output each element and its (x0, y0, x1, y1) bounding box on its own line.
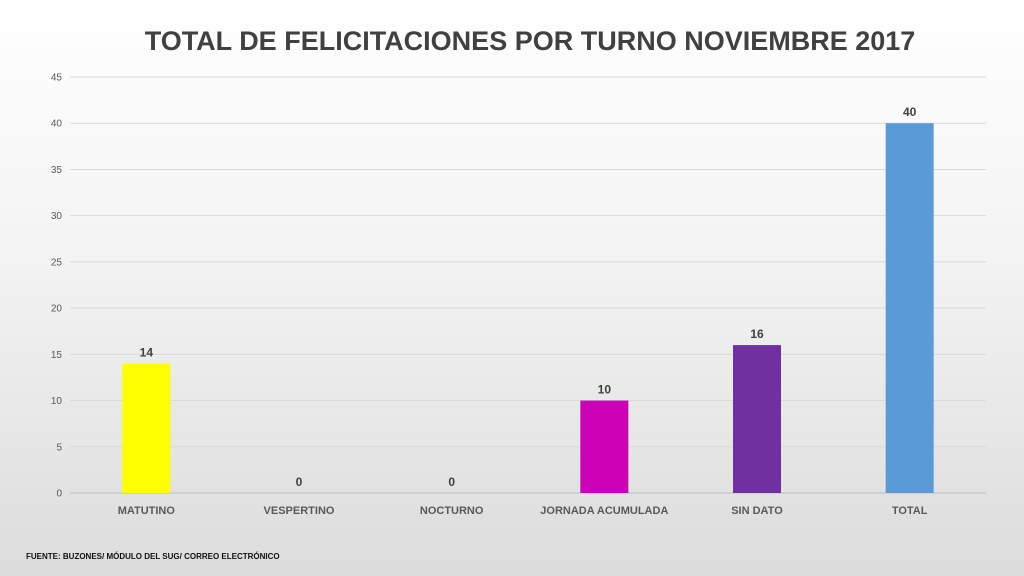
data-labels: 14 0 0 10 16 40 (140, 105, 917, 489)
category-label: JORNADA ACUMULADA (540, 505, 668, 517)
bar (733, 345, 781, 493)
data-label: 40 (903, 105, 917, 119)
x-axis-categories: MATUTINO VESPERTINO NOCTURNO JORNADA ACUMUL… (118, 505, 928, 517)
y-tick-label: 5 (56, 442, 62, 453)
y-tick-label: 20 (51, 304, 63, 315)
data-label: 0 (296, 475, 303, 489)
y-tick-label: 30 (51, 211, 63, 222)
category-label: SIN DATO (731, 505, 783, 517)
category-label: VESPERTINO (264, 505, 335, 517)
y-tick-label: 0 (56, 489, 62, 500)
y-tick-label: 25 (51, 257, 63, 268)
data-label: 14 (140, 346, 154, 360)
data-label: 10 (598, 383, 612, 397)
bars (122, 123, 934, 493)
bar (580, 400, 629, 493)
data-label: 16 (750, 327, 764, 341)
data-label: 0 (448, 475, 455, 489)
source-note: FUENTE: BUZONES/ MÓDULO DEL SUG/ CORREO … (26, 552, 280, 561)
bar (885, 123, 934, 493)
y-tick-label: 40 (51, 119, 63, 130)
category-label: NOCTURNO (420, 505, 484, 517)
y-tick-label: 35 (51, 165, 63, 176)
y-tick-label: 10 (51, 396, 63, 407)
gridlines (70, 76, 986, 494)
y-axis-ticks: 0 5 10 15 20 25 30 35 40 45 (51, 73, 63, 500)
y-tick-label: 15 (51, 350, 63, 361)
chart-title: TOTAL DE FELICITACIONES POR TURNO NOVIEM… (144, 26, 916, 56)
category-label: MATUTINO (118, 505, 176, 517)
bar (122, 363, 171, 493)
y-tick-label: 45 (51, 73, 63, 84)
category-label: TOTAL (892, 505, 928, 517)
